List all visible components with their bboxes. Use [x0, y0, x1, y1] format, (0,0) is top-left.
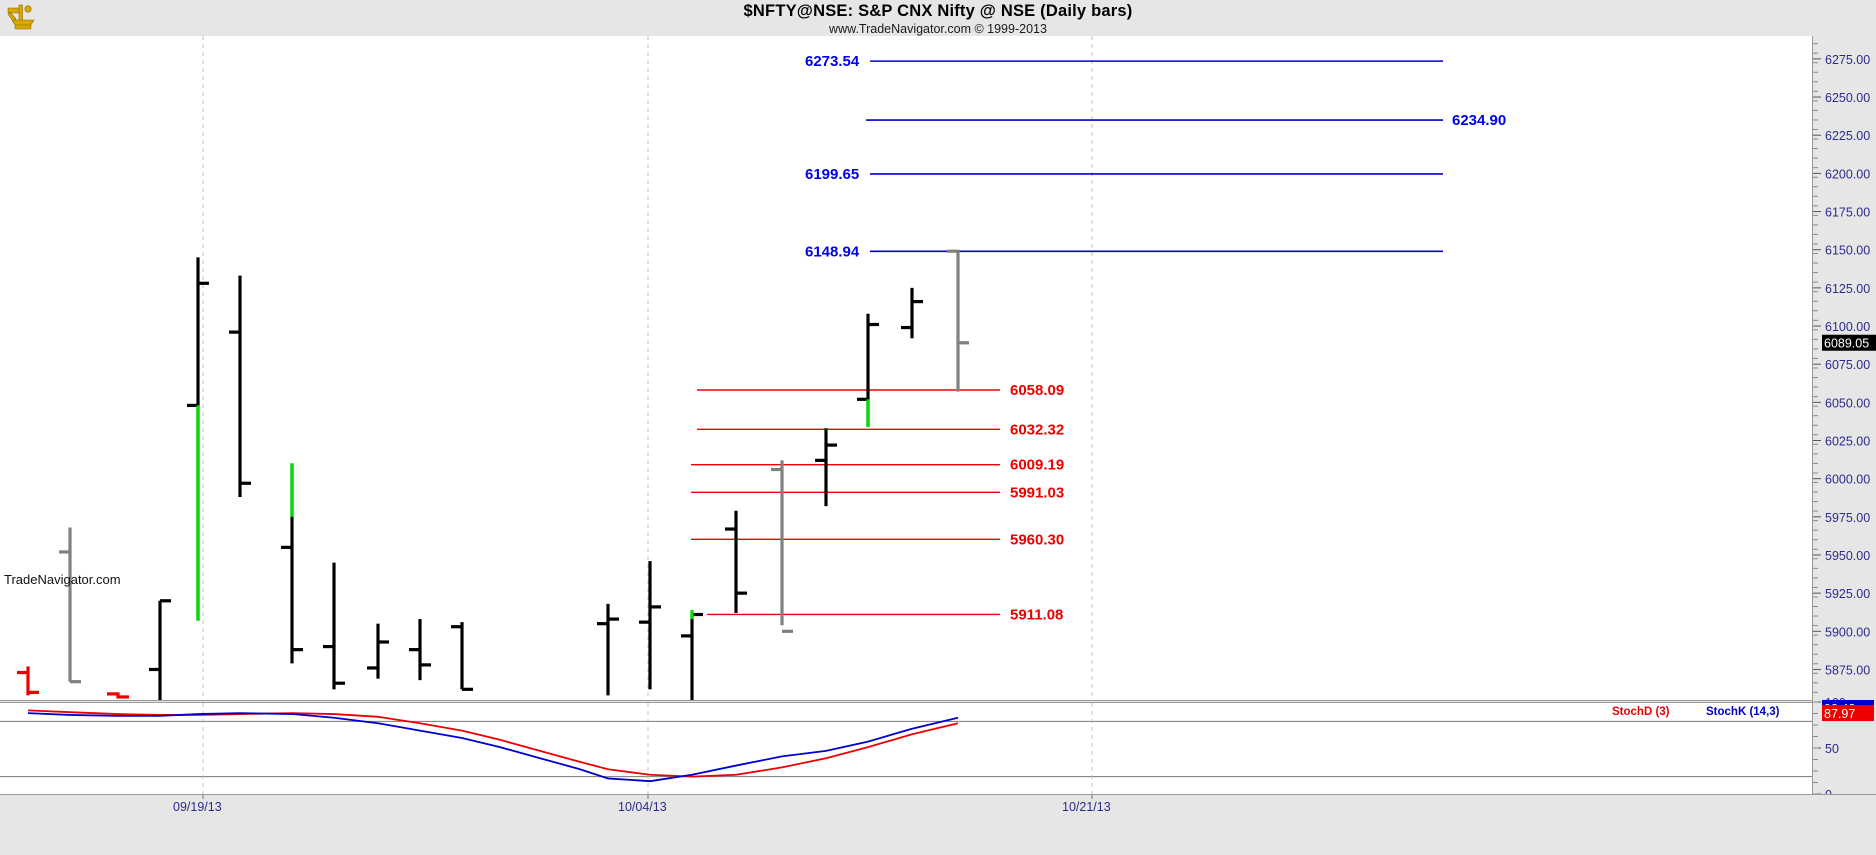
ohlc-bar[interactable]: [367, 623, 389, 679]
price-axis-label: 6000.00: [1825, 473, 1870, 487]
price-axis-label: 5925.00: [1825, 587, 1870, 601]
resistance-level-label: 6234.90: [1452, 112, 1506, 129]
stoch-axis-label: 0: [1825, 788, 1832, 794]
date-axis-label: 10/04/13: [618, 800, 667, 814]
stochd-value-tag: 87.97: [1822, 705, 1874, 722]
support-level-label: 5991.03: [1010, 484, 1064, 501]
ohlc-bar[interactable]: [725, 510, 747, 613]
ohlc-bar[interactable]: [17, 666, 39, 696]
ohlc-bar[interactable]: [187, 257, 209, 621]
date-axis[interactable]: 09/19/13 10/04/13 10/21/13: [0, 794, 1876, 855]
price-axis-label: 5875.00: [1825, 663, 1870, 677]
date-axis-label: 09/19/13: [173, 800, 222, 814]
date-axis-svg: 09/19/13 10/04/13 10/21/13: [173, 795, 1111, 814]
price-axis-label: 5950.00: [1825, 549, 1870, 563]
price-axis-label: 6175.00: [1825, 206, 1870, 220]
resistance-level-label: 6199.65: [805, 166, 859, 183]
price-axis-label: 6025.00: [1825, 435, 1870, 449]
ohlc-bar[interactable]: [815, 428, 837, 507]
stoch-series-line[interactable]: [27, 712, 959, 783]
page-title: $NFTY@NSE: S&P CNX Nifty @ NSE (Daily ba…: [743, 2, 1133, 20]
resistance-level-label: 6273.54: [805, 53, 860, 70]
ohlc-bar[interactable]: [281, 463, 303, 664]
ohlc-bar[interactable]: [901, 287, 923, 339]
resistance-level-label: 6148.94: [805, 243, 860, 260]
price-axis-label: 6150.00: [1825, 244, 1870, 258]
price-axis-label: 6100.00: [1825, 320, 1870, 334]
support-level-label: 5960.30: [1010, 531, 1064, 548]
support-level-label: 6032.32: [1010, 421, 1064, 438]
support-level-label: 6058.09: [1010, 382, 1064, 399]
stochastic-svg: [0, 703, 1812, 795]
page-subtitle: www.TradeNavigator.com © 1999-2013: [829, 22, 1047, 36]
ohlc-bar[interactable]: [323, 562, 345, 690]
ohlc-bar[interactable]: [409, 619, 431, 681]
price-axis-label: 6250.00: [1825, 91, 1870, 105]
ohlc-bar[interactable]: [771, 460, 793, 633]
price-chart-svg: 6273.54 6234.90 6199.65 6148.94 6058.09 6032.…: [17, 36, 1506, 700]
price-axis-label: 6050.00: [1825, 396, 1870, 410]
stoch-axis-label: 50: [1825, 742, 1839, 756]
support-level-label: 5911.08: [1010, 606, 1063, 623]
title-bar: $NFTY@NSE: S&P CNX Nifty @ NSE (Daily ba…: [0, 0, 1876, 36]
price-axis-label: 5900.00: [1825, 625, 1870, 639]
ohlc-bar[interactable]: [229, 275, 251, 497]
price-axis-label: 5975.00: [1825, 511, 1870, 525]
price-axis-label: 6275.00: [1825, 53, 1870, 67]
support-level-label: 6009.19: [1010, 457, 1064, 474]
ohlc-bar[interactable]: [59, 527, 81, 684]
ohlc-bar[interactable]: [947, 249, 969, 392]
ohlc-bar[interactable]: [857, 313, 879, 427]
price-chart-panel[interactable]: 6273.54 6234.90 6199.65 6148.94 6058.09 6032.…: [0, 36, 1812, 701]
ohlc-bar[interactable]: [681, 609, 703, 700]
stochd-value-tag-text: 87.97: [1824, 707, 1855, 721]
ohlc-bar[interactable]: [149, 599, 171, 700]
ohlc-bar[interactable]: [451, 622, 473, 691]
last-price-tag-text: 6089.05: [1824, 337, 1869, 351]
price-axis-svg: 6275.00 6250.00 6225.00 6200.00 6175.00 6150.…: [1813, 43, 1876, 794]
tradenavigator-anchor-logo-icon: [7, 4, 35, 30]
stoch-series-line[interactable]: [27, 709, 959, 778]
date-axis-label: 10/21/13: [1062, 800, 1111, 814]
ohlc-bar[interactable]: [597, 603, 619, 696]
price-axis-label: 6125.00: [1825, 282, 1870, 296]
price-axis-label: 6075.00: [1825, 358, 1870, 372]
ohlc-bar[interactable]: [639, 561, 661, 690]
stochastic-indicator-panel[interactable]: StochD (3) StochK (14,3): [0, 702, 1812, 796]
price-axis[interactable]: 6275.00 6250.00 6225.00 6200.00 6175.00 6150.…: [1812, 36, 1876, 794]
ohlc-bar[interactable]: [107, 692, 129, 699]
price-axis-label: 6225.00: [1825, 129, 1870, 143]
price-axis-label: 6200.00: [1825, 167, 1870, 181]
last-price-tag: 6089.05: [1822, 334, 1876, 351]
